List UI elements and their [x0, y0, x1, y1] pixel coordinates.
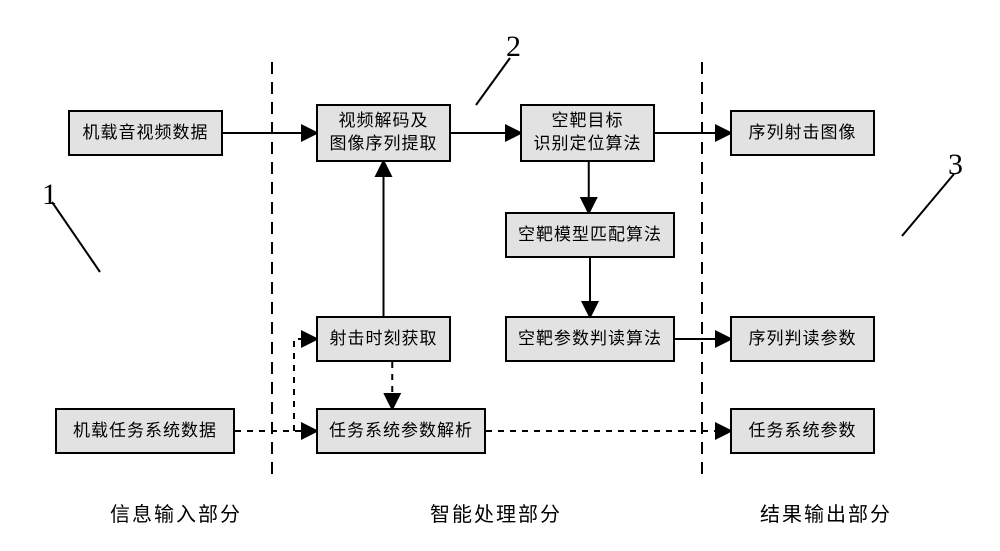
callout-leader — [902, 174, 954, 236]
section-label: 信息输入部分 — [110, 498, 242, 527]
flow-box-b1: 机载音视频数据 — [68, 110, 223, 156]
section-label: 结果输出部分 — [760, 498, 892, 527]
callout-number: 2 — [506, 30, 521, 64]
flow-box-b3: 空靶目标识别定位算法 — [520, 104, 655, 162]
flow-box-b4: 序列射击图像 — [730, 110, 875, 156]
flow-box-b9: 机载任务系统数据 — [55, 408, 235, 454]
callout-leader — [52, 202, 100, 272]
flow-box-b10: 任务系统参数解析 — [316, 408, 486, 454]
callout-number: 3 — [948, 148, 963, 182]
section-label: 智能处理部分 — [430, 498, 562, 527]
callout-leader — [476, 58, 510, 105]
flow-arrow-elbow — [294, 339, 316, 431]
flow-box-b7: 空靶参数判读算法 — [505, 316, 675, 362]
flow-box-b11: 任务系统参数 — [730, 408, 875, 454]
diagram-svg — [0, 0, 1000, 551]
flow-box-b5: 空靶模型匹配算法 — [505, 212, 675, 258]
flow-box-b2: 视频解码及图像序列提取 — [316, 104, 451, 162]
callout-number: 1 — [42, 178, 57, 212]
flow-box-b6: 射击时刻获取 — [316, 316, 451, 362]
flow-box-b8: 序列判读参数 — [730, 316, 875, 362]
